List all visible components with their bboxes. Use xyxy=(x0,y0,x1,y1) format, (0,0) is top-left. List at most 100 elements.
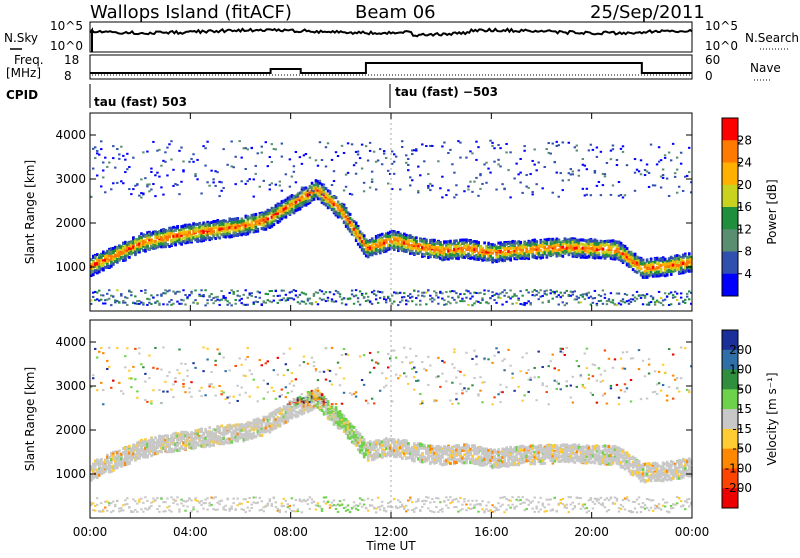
heatmap-cell xyxy=(519,241,522,244)
heatmap-cell xyxy=(443,142,445,144)
heatmap-cell xyxy=(220,299,222,301)
heatmap-cell xyxy=(361,144,363,146)
heatmap-cell xyxy=(194,289,196,291)
heatmap-cell xyxy=(419,300,421,302)
heatmap-cell xyxy=(102,352,104,354)
heatmap-cell xyxy=(216,296,218,298)
heatmap-cell xyxy=(429,295,431,297)
heatmap-cell xyxy=(684,302,686,304)
heatmap-cell xyxy=(680,297,682,299)
heatmap-cell xyxy=(578,175,580,177)
y-tick-label: 4000 xyxy=(55,128,86,142)
heatmap-cell xyxy=(333,293,335,295)
heatmap-cell xyxy=(664,292,666,294)
heatmap-cell xyxy=(351,194,353,196)
heatmap-cell xyxy=(309,157,311,159)
heatmap-cell xyxy=(168,235,171,238)
heatmap-cell xyxy=(499,165,501,167)
heatmap-cell xyxy=(241,157,243,159)
heatmap-cell xyxy=(616,304,618,306)
heatmap-cell xyxy=(257,228,260,231)
heatmap-cell xyxy=(126,153,128,155)
heatmap-cell xyxy=(379,297,381,299)
heatmap-cell xyxy=(471,296,473,298)
heatmap-cell xyxy=(245,289,247,291)
heatmap-cell xyxy=(588,149,590,151)
heatmap-cell xyxy=(96,497,98,499)
heatmap-cell xyxy=(503,188,505,190)
heatmap-cell xyxy=(148,190,150,192)
heatmap-cell xyxy=(112,157,114,159)
heatmap-cell xyxy=(626,294,628,296)
heatmap-cell xyxy=(401,140,403,142)
heatmap-cell xyxy=(668,195,670,197)
heatmap-cell xyxy=(459,293,461,295)
heatmap-cell xyxy=(594,290,596,292)
heatmap-cell xyxy=(461,298,463,300)
heatmap-cell xyxy=(676,293,678,295)
heatmap-cell xyxy=(662,168,664,170)
heatmap-cell xyxy=(443,299,445,301)
heatmap-cell xyxy=(182,289,184,291)
heatmap-cell xyxy=(172,169,174,171)
heatmap-cell xyxy=(283,290,285,292)
heatmap-cell xyxy=(307,299,309,301)
heatmap-cell xyxy=(353,303,355,305)
heatmap-cell xyxy=(666,296,668,298)
heatmap-cell xyxy=(666,274,669,277)
heatmap-cell xyxy=(417,290,419,292)
heatmap-cell xyxy=(636,291,638,293)
heatmap-cell xyxy=(118,382,120,384)
heatmap-cell xyxy=(325,146,327,148)
heatmap-cell xyxy=(459,142,461,144)
heatmap-cell xyxy=(327,297,329,299)
nave-tick-top: 60 xyxy=(705,53,720,67)
heatmap-cell xyxy=(554,161,556,163)
heatmap-cell xyxy=(660,297,662,299)
heatmap-cell xyxy=(180,303,182,305)
heatmap-cell xyxy=(222,148,224,150)
heatmap-cell xyxy=(114,167,116,169)
heatmap-cell xyxy=(441,176,443,178)
heatmap-cell xyxy=(289,186,291,188)
heatmap-cell xyxy=(118,450,121,453)
heatmap-cell xyxy=(166,147,168,149)
heatmap-cell xyxy=(361,294,363,296)
heatmap-cell xyxy=(124,366,126,368)
heatmap-cell xyxy=(594,172,596,174)
heatmap-cell xyxy=(596,147,598,149)
heatmap-cell xyxy=(154,195,156,197)
heatmap-cell xyxy=(425,145,427,147)
heatmap-cell xyxy=(100,140,102,142)
heatmap-cell xyxy=(415,150,417,152)
heatmap-cell xyxy=(134,295,136,297)
heatmap-cell xyxy=(106,360,108,362)
heatmap-cell xyxy=(634,190,636,192)
heatmap-cell xyxy=(451,297,453,299)
heatmap-cell xyxy=(525,289,527,291)
heatmap-cell xyxy=(124,302,126,304)
heatmap-cell xyxy=(130,193,132,195)
heatmap-cell xyxy=(592,302,594,304)
heatmap-cell xyxy=(122,155,124,157)
heatmap-cell xyxy=(586,194,588,196)
heatmap-cell xyxy=(130,291,132,293)
heatmap-cell xyxy=(112,380,114,382)
heatmap-cell xyxy=(100,458,103,461)
heatmap-cell xyxy=(680,292,682,294)
heatmap-cell xyxy=(184,294,186,296)
heatmap-cell xyxy=(315,301,317,303)
heatmap-cell xyxy=(548,142,550,144)
heatmap-cell xyxy=(357,153,359,155)
heatmap-cell xyxy=(138,195,140,197)
heatmap-cell xyxy=(393,161,395,163)
heatmap-cell xyxy=(385,299,387,301)
heatmap-cell xyxy=(662,177,664,179)
heatmap-cell xyxy=(375,294,377,296)
heatmap-cell xyxy=(674,172,676,174)
heatmap-cell xyxy=(566,290,568,292)
heatmap-cell xyxy=(552,298,554,300)
heatmap-cell xyxy=(247,297,249,299)
heatmap-cell xyxy=(622,151,624,153)
heatmap-cell xyxy=(602,184,604,186)
